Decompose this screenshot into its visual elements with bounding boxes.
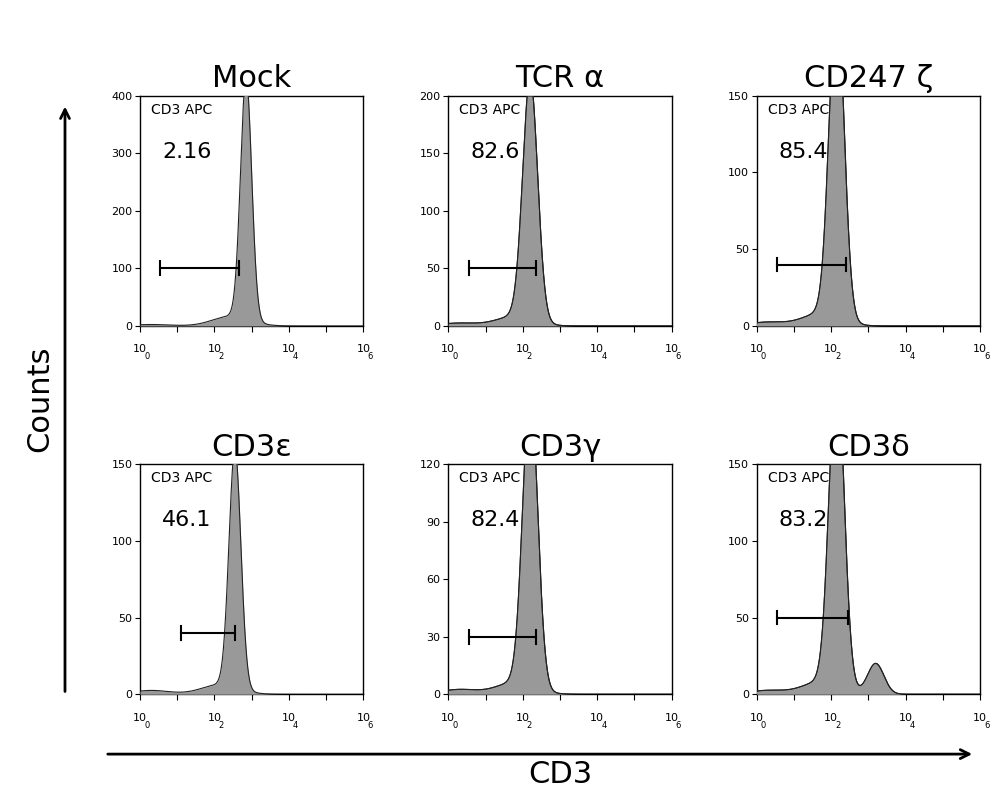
Text: 10: 10 (133, 345, 147, 354)
Text: 10: 10 (899, 713, 913, 723)
Text: 10: 10 (516, 345, 530, 354)
Title: Mock: Mock (212, 65, 291, 93)
Text: 2: 2 (219, 353, 224, 361)
Text: 10: 10 (824, 345, 838, 354)
Text: 46.1: 46.1 (162, 510, 212, 530)
Text: CD3: CD3 (528, 760, 592, 788)
Text: 2: 2 (835, 721, 840, 729)
Text: 2: 2 (835, 353, 840, 361)
Text: 10: 10 (899, 345, 913, 354)
Text: 2: 2 (219, 721, 224, 729)
Text: 83.2: 83.2 (779, 510, 828, 530)
Title: CD3δ: CD3δ (827, 433, 910, 462)
Text: 4: 4 (910, 721, 915, 729)
Text: 10: 10 (207, 713, 221, 723)
Text: 6: 6 (367, 353, 373, 361)
Title: CD3γ: CD3γ (519, 433, 601, 462)
Text: 10: 10 (750, 345, 764, 354)
Text: CD3 APC: CD3 APC (151, 103, 212, 117)
Text: CD3 APC: CD3 APC (768, 471, 829, 485)
Text: 6: 6 (676, 353, 681, 361)
Text: CD3 APC: CD3 APC (459, 103, 521, 117)
Text: 4: 4 (293, 353, 298, 361)
Text: 0: 0 (761, 353, 766, 361)
Text: 2.16: 2.16 (162, 142, 212, 162)
Text: 10: 10 (356, 713, 370, 723)
Text: 82.4: 82.4 (471, 510, 520, 530)
Text: 10: 10 (282, 713, 296, 723)
Title: TCR α: TCR α (515, 65, 605, 93)
Text: CD3 APC: CD3 APC (151, 471, 212, 485)
Text: 10: 10 (207, 345, 221, 354)
Text: 10: 10 (973, 713, 987, 723)
Text: CD3 APC: CD3 APC (768, 103, 829, 117)
Text: 10: 10 (750, 713, 764, 723)
Text: 10: 10 (441, 345, 455, 354)
Text: 0: 0 (761, 721, 766, 729)
Title: CD247 ζ: CD247 ζ (804, 65, 933, 93)
Text: CD3 APC: CD3 APC (459, 471, 521, 485)
Text: 2: 2 (527, 721, 532, 729)
Text: 85.4: 85.4 (779, 142, 828, 162)
Text: 2: 2 (527, 353, 532, 361)
Text: 6: 6 (984, 721, 989, 729)
Text: 6: 6 (367, 721, 373, 729)
Text: 10: 10 (516, 713, 530, 723)
Text: 10: 10 (282, 345, 296, 354)
Title: CD3ε: CD3ε (211, 433, 292, 462)
Text: 0: 0 (144, 353, 149, 361)
Text: 82.6: 82.6 (471, 142, 520, 162)
Text: 0: 0 (452, 353, 458, 361)
Text: 10: 10 (590, 345, 604, 354)
Text: 4: 4 (601, 353, 607, 361)
Text: 10: 10 (441, 713, 455, 723)
Text: 4: 4 (293, 721, 298, 729)
Text: 10: 10 (356, 345, 370, 354)
Text: 4: 4 (601, 721, 607, 729)
Text: 4: 4 (910, 353, 915, 361)
Text: 10: 10 (590, 713, 604, 723)
Text: 0: 0 (144, 721, 149, 729)
Text: 6: 6 (676, 721, 681, 729)
Text: 0: 0 (452, 721, 458, 729)
Text: Counts: Counts (26, 346, 54, 452)
Text: 6: 6 (984, 353, 989, 361)
Text: 10: 10 (665, 713, 679, 723)
Text: 10: 10 (133, 713, 147, 723)
Text: 10: 10 (824, 713, 838, 723)
Text: 10: 10 (973, 345, 987, 354)
Text: 10: 10 (665, 345, 679, 354)
